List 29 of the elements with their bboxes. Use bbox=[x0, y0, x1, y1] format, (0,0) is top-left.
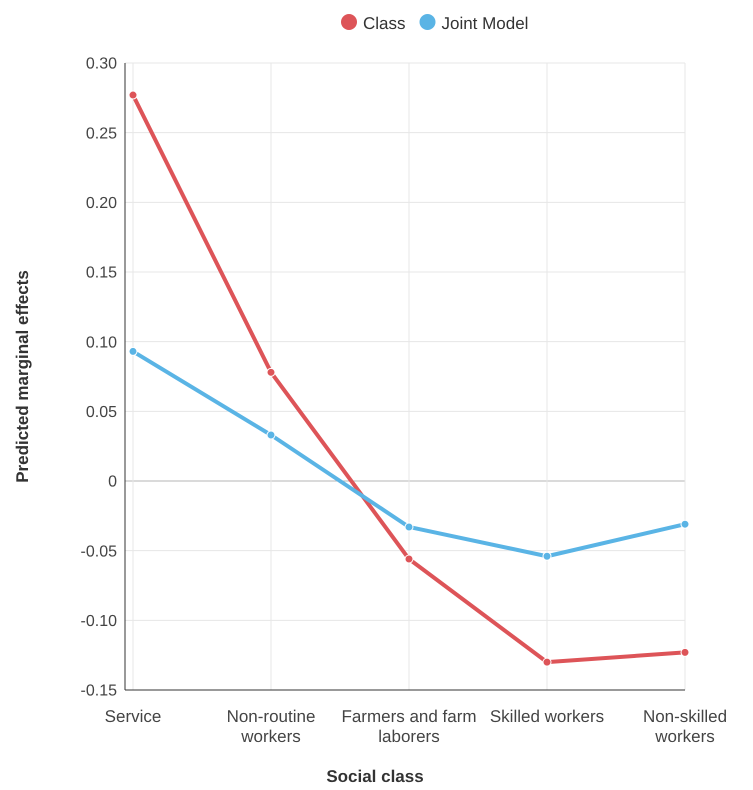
point bbox=[542, 552, 552, 561]
x-axis-title: Social class bbox=[326, 767, 424, 786]
x-tick-label: Service bbox=[104, 707, 162, 726]
y-tick-label: -0.15 bbox=[80, 682, 118, 700]
y-tick-label: 0 bbox=[108, 474, 118, 491]
x-tick-label: Farmers and farm laborers bbox=[341, 707, 477, 746]
legend-label: Joint Model bbox=[442, 14, 528, 33]
point bbox=[404, 522, 414, 532]
x-tick-label: Non-routine workers bbox=[226, 707, 316, 746]
point bbox=[404, 554, 414, 564]
y-tick-label: 0.25 bbox=[86, 125, 118, 142]
y-tick-label: 0.20 bbox=[86, 194, 118, 212]
point bbox=[266, 430, 276, 440]
y-tick-label: -0.05 bbox=[80, 543, 118, 560]
y-axis-title: Predicted marginal effects bbox=[13, 270, 32, 483]
point bbox=[680, 648, 690, 657]
point bbox=[128, 90, 138, 100]
x-tick-label: Non-skilled workers bbox=[642, 707, 728, 746]
y-tick-label: 0.10 bbox=[86, 334, 118, 352]
legend-label: Class bbox=[363, 14, 406, 33]
y-tick-label: 0.15 bbox=[86, 264, 118, 282]
point bbox=[128, 346, 138, 356]
point bbox=[680, 520, 690, 529]
point bbox=[266, 368, 276, 377]
x-tick-label: Skilled workers bbox=[490, 707, 604, 726]
y-tick-label: 0.05 bbox=[86, 404, 118, 421]
y-tick-label: -0.10 bbox=[80, 612, 118, 630]
point bbox=[542, 658, 552, 667]
y-tick-label: 0.30 bbox=[86, 56, 118, 73]
